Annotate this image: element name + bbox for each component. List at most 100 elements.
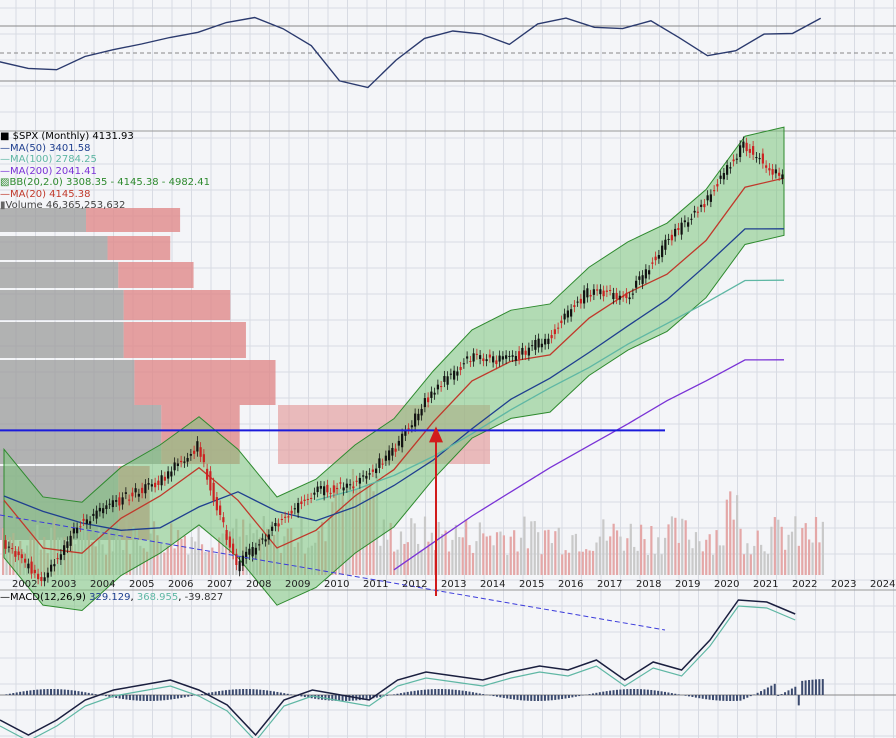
price-candle bbox=[66, 541, 69, 548]
macd-histogram-bar bbox=[276, 691, 279, 695]
price-candle bbox=[85, 519, 88, 524]
volume-bar bbox=[780, 526, 783, 575]
volume-bar bbox=[478, 522, 481, 575]
macd-histogram-bar bbox=[694, 695, 697, 698]
volume-bar bbox=[715, 530, 718, 575]
price-candle bbox=[228, 536, 231, 548]
macd-histogram-bar bbox=[122, 695, 125, 700]
volume-bar bbox=[612, 523, 615, 575]
price-candle bbox=[7, 546, 10, 548]
price-candle bbox=[222, 517, 225, 523]
macd-histogram-bar bbox=[543, 695, 546, 701]
price-candle bbox=[147, 483, 150, 485]
macd-legend: —MACD(12,26,9) 329.129, 368.955, -39.827 bbox=[0, 592, 224, 603]
price-candle bbox=[280, 518, 283, 520]
macd-histogram-bar bbox=[530, 695, 533, 701]
macd-histogram-bar bbox=[712, 695, 715, 701]
volume-bar bbox=[811, 542, 814, 575]
macd-histogram-bar bbox=[8, 693, 11, 695]
price-candle bbox=[144, 484, 147, 494]
macd-histogram-bar bbox=[393, 694, 396, 695]
price-candle bbox=[774, 169, 777, 174]
macd-histogram-bar bbox=[746, 695, 749, 698]
volume-bar bbox=[489, 535, 492, 575]
price-candle bbox=[625, 293, 628, 299]
ma20-line bbox=[3, 177, 785, 554]
price-candle bbox=[709, 194, 712, 202]
macd-histogram-bar bbox=[70, 690, 73, 695]
macd-histogram-bar bbox=[718, 695, 721, 701]
price-candle bbox=[11, 548, 14, 550]
volume-bar bbox=[787, 534, 790, 575]
price-candle bbox=[664, 239, 667, 250]
volume-bar bbox=[670, 516, 674, 575]
macd-histogram-bar bbox=[269, 690, 272, 695]
year-label: 2017 bbox=[597, 579, 622, 590]
price-candle bbox=[488, 354, 491, 358]
volume-bar bbox=[801, 528, 804, 575]
price-candle bbox=[358, 477, 361, 484]
price-candle bbox=[667, 238, 670, 240]
macd-histogram-bar bbox=[214, 691, 217, 695]
macd-histogram-bar bbox=[461, 690, 464, 695]
volume-bar bbox=[773, 517, 776, 575]
macd-histogram-bar bbox=[814, 679, 817, 695]
volume-bar bbox=[159, 543, 162, 575]
price-candle bbox=[329, 492, 332, 494]
volume-bar bbox=[197, 526, 200, 575]
macd-histogram-bar bbox=[818, 679, 821, 695]
macd-histogram-bar bbox=[104, 695, 107, 697]
macd-histogram-bar bbox=[588, 694, 591, 695]
macd-histogram-bar bbox=[598, 692, 601, 695]
price-candle bbox=[732, 159, 735, 162]
volume-bar bbox=[784, 549, 787, 575]
macd-histogram-bar bbox=[773, 683, 776, 695]
macd-histogram-bar bbox=[396, 693, 399, 695]
macd-histogram-bar bbox=[252, 689, 255, 695]
volume-bar bbox=[228, 550, 231, 575]
macd-histogram-bar bbox=[207, 692, 210, 695]
price-candle bbox=[352, 486, 355, 489]
macd-histogram-bar bbox=[180, 695, 183, 698]
price-candle bbox=[761, 153, 764, 164]
volume-bar bbox=[537, 532, 540, 575]
legend: ■ $SPX (Monthly) 4131.93 —MA(50) 3401.58… bbox=[0, 131, 210, 212]
year-label: 2020 bbox=[714, 579, 739, 590]
volume-bar bbox=[547, 529, 550, 575]
price-candle bbox=[378, 458, 381, 468]
price-candle bbox=[245, 551, 248, 559]
price-candle bbox=[176, 463, 179, 467]
volume-bar bbox=[663, 537, 667, 575]
legend-ma50: —MA(50) 3401.58 bbox=[0, 142, 91, 154]
macd-histogram-bar bbox=[770, 685, 773, 695]
price-candle bbox=[745, 142, 748, 152]
macd-histogram-bar bbox=[801, 680, 804, 695]
price-candle bbox=[644, 269, 647, 279]
price-candle bbox=[362, 475, 365, 477]
macd-histogram-bar bbox=[32, 689, 35, 695]
volume-bar bbox=[173, 548, 176, 575]
price-candle bbox=[748, 148, 751, 153]
price-candle bbox=[219, 505, 222, 515]
volume-bar bbox=[461, 537, 464, 575]
macd-histogram-bar bbox=[108, 695, 111, 697]
price-candle bbox=[602, 290, 605, 297]
price-candle bbox=[189, 454, 192, 456]
price-candle bbox=[118, 497, 121, 506]
macd-histogram-bar bbox=[756, 692, 759, 695]
macd-histogram-bar bbox=[187, 695, 190, 697]
macd-histogram-bar bbox=[238, 689, 241, 695]
macd-histogram-bar bbox=[290, 694, 293, 695]
volume-bar bbox=[818, 542, 821, 575]
year-label: 2002 bbox=[12, 579, 37, 590]
ma50-line bbox=[3, 228, 785, 531]
price-candle bbox=[92, 513, 95, 516]
macd-histogram-bar bbox=[327, 695, 330, 701]
price-candle bbox=[186, 457, 189, 462]
price-candle bbox=[514, 356, 517, 361]
macd-histogram-bar bbox=[732, 695, 735, 701]
volume-bar bbox=[657, 537, 660, 575]
legend-bb: ▨BB(20,2.0) 3308.35 - 4145.38 - 4982.41 bbox=[0, 177, 210, 188]
price-candle bbox=[475, 353, 478, 355]
volume-bar bbox=[163, 552, 166, 575]
